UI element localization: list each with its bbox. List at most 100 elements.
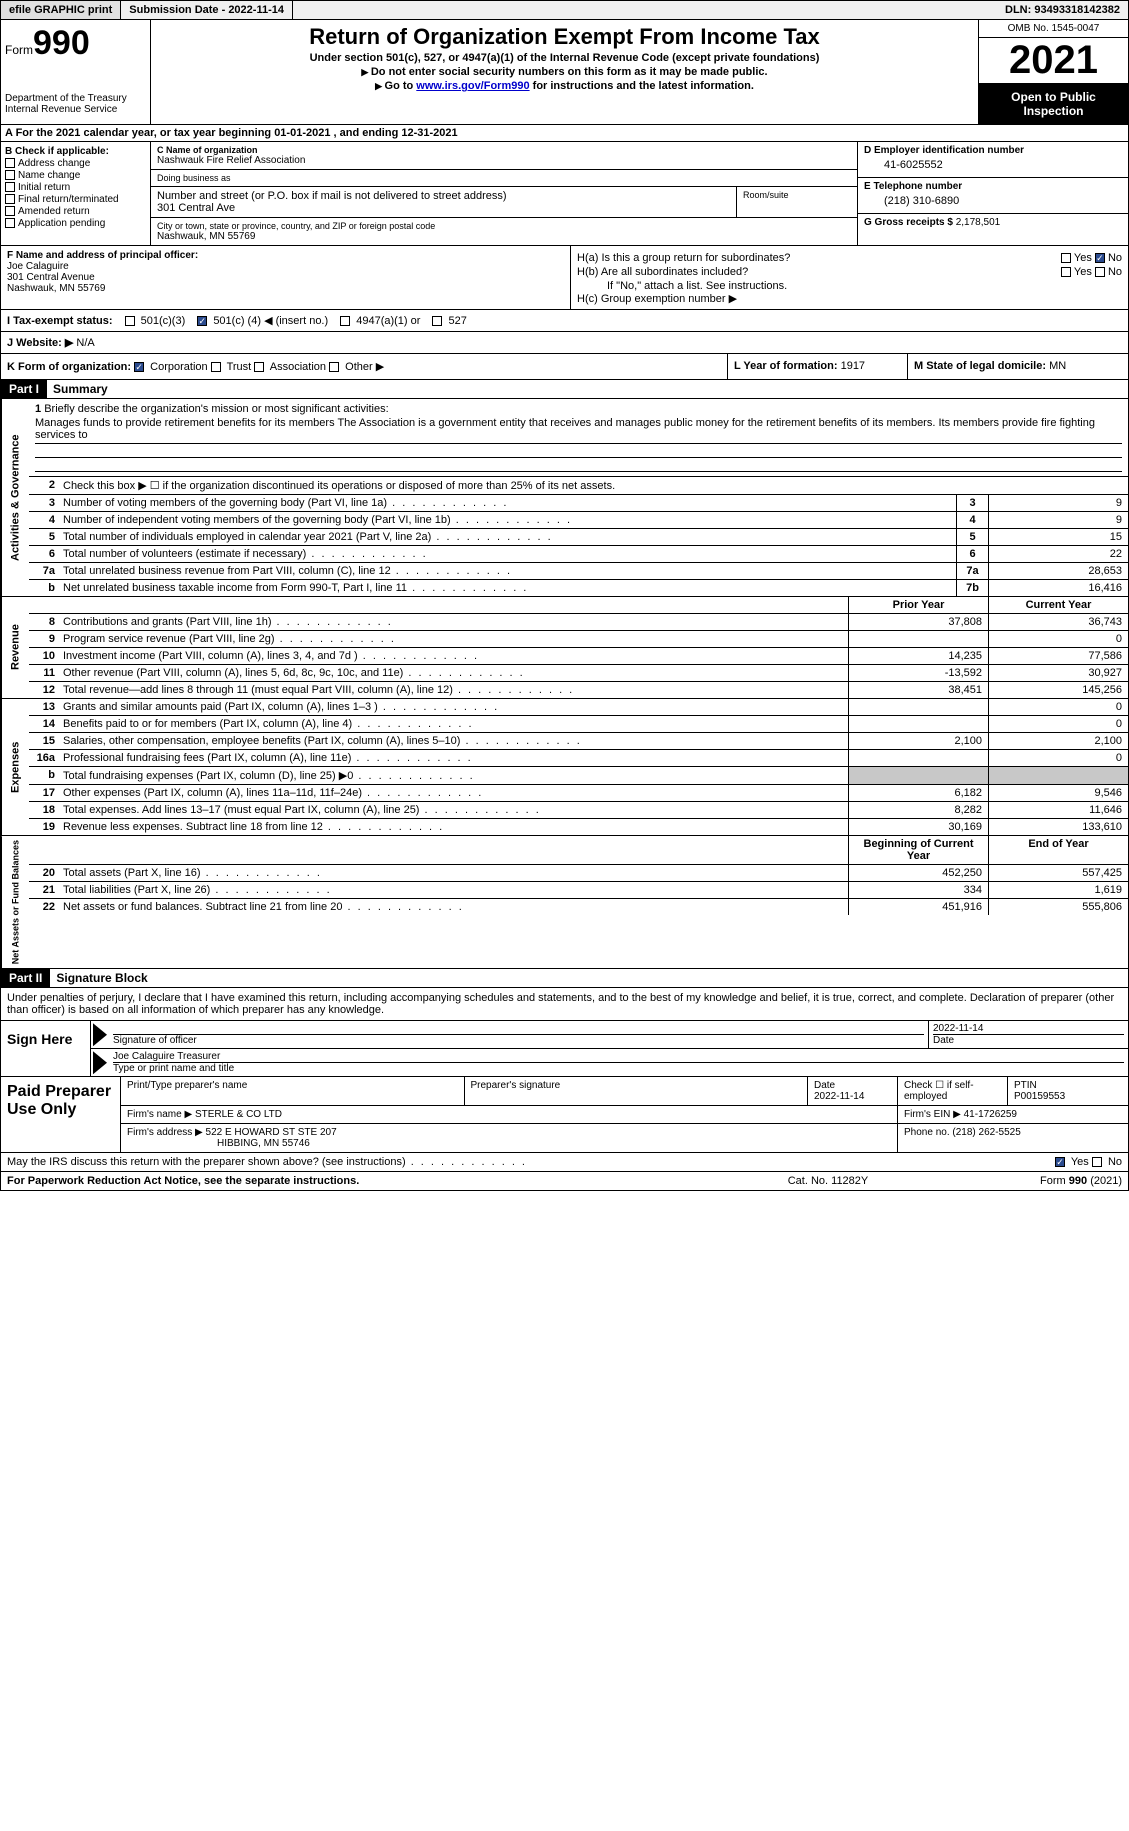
dept-treasury: Department of the Treasury — [5, 93, 146, 104]
chk-501c3[interactable] — [125, 316, 135, 326]
open-inspection: Open to Public Inspection — [979, 84, 1128, 124]
table-row: 20Total assets (Part X, line 16)452,2505… — [29, 865, 1128, 882]
officer-addr1: 301 Central Avenue — [7, 272, 564, 283]
chk-name-change[interactable]: Name change — [5, 170, 146, 181]
sign-here-label: Sign Here — [1, 1021, 91, 1076]
form-subtitle-2: Do not enter social security numbers on … — [155, 66, 974, 78]
ha-no[interactable] — [1095, 253, 1105, 263]
chk-final-return[interactable]: Final return/terminated — [5, 194, 146, 205]
hdr-current-year: Current Year — [988, 597, 1128, 613]
chk-address-change[interactable]: Address change — [5, 158, 146, 169]
firm-ein: 41-1726259 — [964, 1109, 1017, 1120]
table-row: bNet unrelated business taxable income f… — [29, 580, 1128, 596]
phone-value: (218) 262-5525 — [952, 1127, 1020, 1138]
hb-no[interactable] — [1095, 267, 1105, 277]
chk-trust[interactable] — [211, 362, 221, 372]
footer-right: Form 990 (2021) — [928, 1172, 1128, 1190]
tel-value: (218) 310-6890 — [864, 192, 1122, 210]
efile-print-button[interactable]: efile GRAPHIC print — [1, 1, 121, 19]
part2-header-row: Part II Signature Block — [0, 969, 1129, 988]
street-value: 301 Central Ave — [157, 202, 730, 214]
phone-label: Phone no. — [904, 1127, 950, 1138]
section-bcd: B Check if applicable: Address change Na… — [0, 142, 1129, 245]
ha-yes[interactable] — [1061, 253, 1071, 263]
officer-name-label: Type or print name and title — [113, 1062, 1124, 1074]
prep-date-label: Date — [814, 1080, 835, 1091]
gross-value: 2,178,501 — [956, 217, 1001, 228]
chk-amended-return[interactable]: Amended return — [5, 206, 146, 217]
hb-label: H(b) Are all subordinates included? — [577, 266, 1061, 278]
k-label: K Form of organization: — [7, 361, 131, 373]
section-revenue: Revenue Prior Year Current Year 8Contrib… — [0, 597, 1129, 699]
room-suite-label: Room/suite — [737, 187, 857, 217]
sig-arrow-icon — [93, 1023, 107, 1046]
m-label: M State of legal domicile: — [914, 360, 1046, 372]
firm-name: STERLE & CO LTD — [195, 1109, 282, 1120]
street-label: Number and street (or P.O. box if mail i… — [157, 190, 730, 202]
header-right: OMB No. 1545-0047 2021 Open to Public In… — [978, 20, 1128, 124]
org-name-label: C Name of organization — [157, 145, 851, 155]
chk-4947[interactable] — [340, 316, 350, 326]
section-fh: F Name and address of principal officer:… — [0, 245, 1129, 310]
table-row: 18Total expenses. Add lines 13–17 (must … — [29, 802, 1128, 819]
side-netassets: Net Assets or Fund Balances — [1, 836, 29, 968]
chk-corporation[interactable] — [134, 362, 144, 372]
table-row: 9Program service revenue (Part VIII, lin… — [29, 631, 1128, 648]
line-2-num: 2 — [29, 477, 59, 494]
table-row: 11Other revenue (Part VIII, column (A), … — [29, 665, 1128, 682]
l-label: L Year of formation: — [734, 360, 838, 372]
ein-label: D Employer identification number — [864, 145, 1122, 156]
part2-badge: Part II — [1, 969, 50, 987]
col-c-org-info: C Name of organization Nashwauk Fire Rel… — [151, 142, 858, 245]
chk-association[interactable] — [254, 362, 264, 372]
hb-yes[interactable] — [1061, 267, 1071, 277]
table-row: 6Total number of volunteers (estimate if… — [29, 546, 1128, 563]
chk-501c[interactable] — [197, 316, 207, 326]
city-label: City or town, state or province, country… — [157, 221, 851, 231]
table-row: 8Contributions and grants (Part VIII, li… — [29, 614, 1128, 631]
discuss-yes[interactable] — [1055, 1157, 1065, 1167]
org-name: Nashwauk Fire Relief Association — [157, 155, 851, 166]
m-value: MN — [1049, 360, 1066, 372]
side-revenue: Revenue — [1, 597, 29, 698]
table-row: 12Total revenue—add lines 8 through 11 (… — [29, 682, 1128, 698]
officer-sig-label: Signature of officer — [113, 1034, 924, 1046]
col-b-header: B Check if applicable: — [5, 146, 146, 157]
irs-link[interactable]: www.irs.gov/Form990 — [416, 80, 529, 92]
hdr-end-year: End of Year — [988, 836, 1128, 864]
officer-name: Joe Calaguire — [7, 261, 564, 272]
col-f-officer: F Name and address of principal officer:… — [1, 246, 571, 309]
officer-name-value: Joe Calaguire Treasurer — [113, 1051, 1124, 1062]
table-row: 3Number of voting members of the governi… — [29, 495, 1128, 512]
footer-left: For Paperwork Reduction Act Notice, see … — [1, 1172, 728, 1190]
officer-addr2: Nashwauk, MN 55769 — [7, 283, 564, 294]
mission-text: Manages funds to provide retirement bene… — [35, 415, 1122, 444]
chk-application-pending[interactable]: Application pending — [5, 218, 146, 229]
firm-ein-label: Firm's EIN ▶ — [904, 1109, 961, 1120]
table-row: 4Number of independent voting members of… — [29, 512, 1128, 529]
firm-name-label: Firm's name ▶ — [127, 1109, 192, 1120]
table-row: 13Grants and similar amounts paid (Part … — [29, 699, 1128, 716]
discuss-no[interactable] — [1092, 1157, 1102, 1167]
chk-other[interactable] — [329, 362, 339, 372]
chk-initial-return[interactable]: Initial return — [5, 182, 146, 193]
tel-label: E Telephone number — [864, 181, 1122, 192]
preparer-label: Paid Preparer Use Only — [1, 1077, 121, 1152]
hb-note: If "No," attach a list. See instructions… — [577, 280, 1122, 292]
table-row: bTotal fundraising expenses (Part IX, co… — [29, 767, 1128, 785]
col-d-identifiers: D Employer identification number 41-6025… — [858, 142, 1128, 245]
form-subtitle-1: Under section 501(c), 527, or 4947(a)(1)… — [155, 52, 974, 64]
row-j-website: J Website: ▶ N/A — [0, 332, 1129, 354]
prep-self-employed[interactable]: Check ☐ if self-employed — [898, 1077, 1008, 1105]
form-subtitle-3: Go to www.irs.gov/Form990 for instructio… — [155, 80, 974, 92]
table-row: 10Investment income (Part VIII, column (… — [29, 648, 1128, 665]
preparer-block: Paid Preparer Use Only Print/Type prepar… — [0, 1077, 1129, 1153]
chk-527[interactable] — [432, 316, 442, 326]
table-row: 5Total number of individuals employed in… — [29, 529, 1128, 546]
hc-label -label: H(c) Group exemption number ▶ — [577, 292, 1122, 305]
header-left: Form 990 Department of the Treasury Inte… — [1, 20, 151, 124]
ptin-label: PTIN — [1014, 1080, 1037, 1091]
line-1-mission: 1 Briefly describe the organization's mi… — [29, 399, 1128, 477]
row-i-tax-status: I Tax-exempt status: 501(c)(3) 501(c) (4… — [0, 310, 1129, 332]
header-title-block: Return of Organization Exempt From Incom… — [151, 20, 978, 124]
